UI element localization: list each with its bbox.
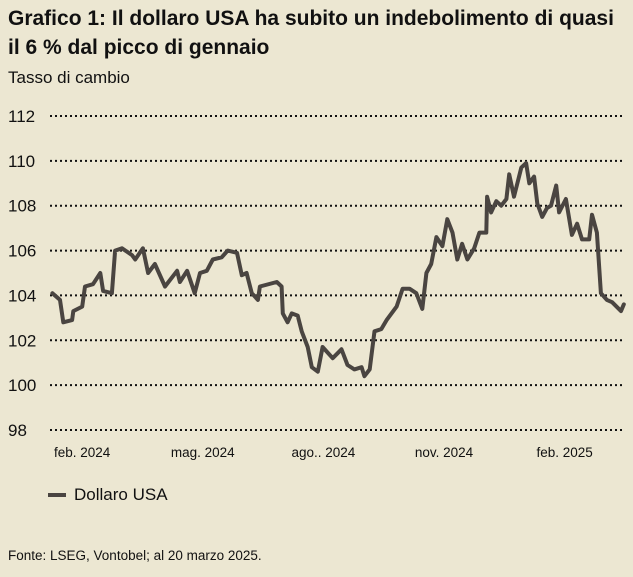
y-tick-label: 102	[8, 331, 36, 350]
y-tick-label: 106	[8, 242, 36, 261]
legend-label: Dollaro USA	[74, 485, 168, 504]
y-tick-label: 112	[8, 107, 35, 126]
series-line-dollaro-usa	[50, 161, 626, 379]
y-tick-label: 108	[8, 197, 36, 216]
x-tick-label: feb. 2025	[537, 445, 593, 460]
y-tick-label: 110	[8, 152, 35, 171]
y-axis-label: Tasso di cambio	[8, 68, 130, 87]
y-tick-label: 100	[8, 376, 36, 395]
y-tick-label: 104	[8, 286, 36, 305]
legend-swatch	[48, 493, 66, 497]
legend: Dollaro USA	[48, 485, 168, 505]
source-note: Fonte: LSEG, Vontobel; al 20 marzo 2025.	[8, 548, 262, 563]
chart-title: Grafico 1: Il dollaro USA ha subito un i…	[8, 7, 614, 59]
x-tick-label: nov. 2024	[415, 445, 474, 460]
x-tick-label: ago.. 2024	[292, 445, 356, 460]
x-tick-label: feb. 2024	[54, 445, 111, 460]
y-tick-label: 98	[8, 421, 27, 440]
x-tick-label: mag. 2024	[171, 445, 235, 460]
